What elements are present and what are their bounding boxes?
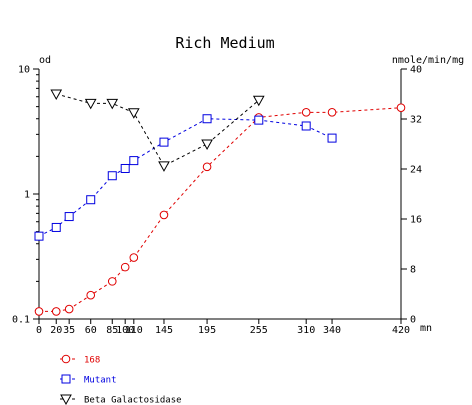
data-point	[129, 156, 139, 166]
x-tick-label: 195	[198, 325, 216, 336]
data-point	[127, 108, 140, 119]
series-1	[34, 114, 337, 241]
data-point	[158, 161, 170, 172]
legend-item: 168	[60, 354, 100, 366]
data-point	[106, 98, 119, 110]
data-point	[202, 114, 212, 124]
data-point	[64, 212, 74, 222]
data-point	[50, 89, 63, 101]
x-tick-label: 35	[63, 325, 75, 336]
legend-marker	[61, 374, 71, 384]
y-right-tick-label: 0	[410, 315, 416, 326]
x-tick-label: 60	[85, 325, 97, 336]
y-left-axis-label: od	[39, 55, 51, 66]
data-point	[86, 290, 96, 300]
x-tick-label: 145	[155, 325, 173, 336]
data-point	[120, 163, 130, 173]
legend-label: Mutant	[84, 376, 117, 386]
data-point	[327, 133, 337, 143]
data-point	[120, 262, 130, 272]
legend-item: Mutant	[60, 374, 117, 386]
x-tick-label: 100	[116, 325, 134, 336]
data-point	[84, 98, 97, 110]
series-layer	[34, 89, 406, 316]
x-tick-label: 85	[106, 325, 118, 336]
y-left-tick-label: 1	[24, 190, 30, 201]
series-line	[38, 118, 333, 237]
y-right-tick-label: 24	[410, 165, 422, 176]
legend-item: Beta Galactosidase	[60, 394, 182, 405]
series-2	[50, 89, 265, 172]
data-point	[159, 210, 169, 220]
x-tick-label: 255	[250, 325, 268, 336]
y-left-tick-label: 0.1	[12, 315, 30, 326]
data-point	[34, 307, 44, 316]
data-point	[254, 115, 264, 125]
x-tick-label: 310	[297, 325, 315, 336]
legend-label: 168	[84, 356, 100, 366]
x-tick-label: 0	[36, 325, 42, 336]
series-0	[34, 103, 406, 316]
data-point	[327, 108, 337, 117]
data-point	[107, 277, 117, 286]
data-point	[34, 231, 44, 241]
data-point	[64, 304, 74, 314]
legend-marker	[60, 394, 72, 405]
data-point	[202, 162, 212, 172]
x-tick-label: 420	[392, 325, 410, 336]
x-axis-label: mn	[420, 323, 432, 334]
y-right-axis-label: nmole/min/mg	[392, 55, 464, 66]
data-point	[201, 139, 213, 151]
x-tick-label: 110	[125, 325, 143, 336]
data-point	[51, 307, 61, 316]
y-right-tick-label: 8	[410, 265, 416, 276]
data-point	[86, 195, 96, 205]
y-right-tick-label: 32	[410, 115, 422, 126]
data-point	[301, 121, 311, 131]
legend-label: Beta Galactosidase	[84, 396, 182, 405]
data-point	[129, 253, 139, 262]
y-right-tick-label: 40	[410, 65, 422, 76]
legend: 168 Mutant Beta Galactosidase	[60, 354, 182, 405]
data-point	[301, 108, 311, 117]
data-point	[159, 137, 169, 147]
series-line	[56, 93, 260, 167]
data-point	[107, 171, 117, 181]
legend-marker	[61, 354, 71, 364]
series-line	[39, 107, 402, 312]
y-right-tick-label: 16	[410, 215, 422, 226]
x-tick-label: 340	[323, 325, 341, 336]
y-left-tick-label: 10	[18, 65, 30, 76]
data-point	[396, 103, 406, 113]
chart-title: Rich Medium	[175, 34, 274, 52]
data-point	[51, 222, 61, 232]
data-point	[252, 95, 265, 107]
x-tick-label: 20	[50, 325, 62, 336]
